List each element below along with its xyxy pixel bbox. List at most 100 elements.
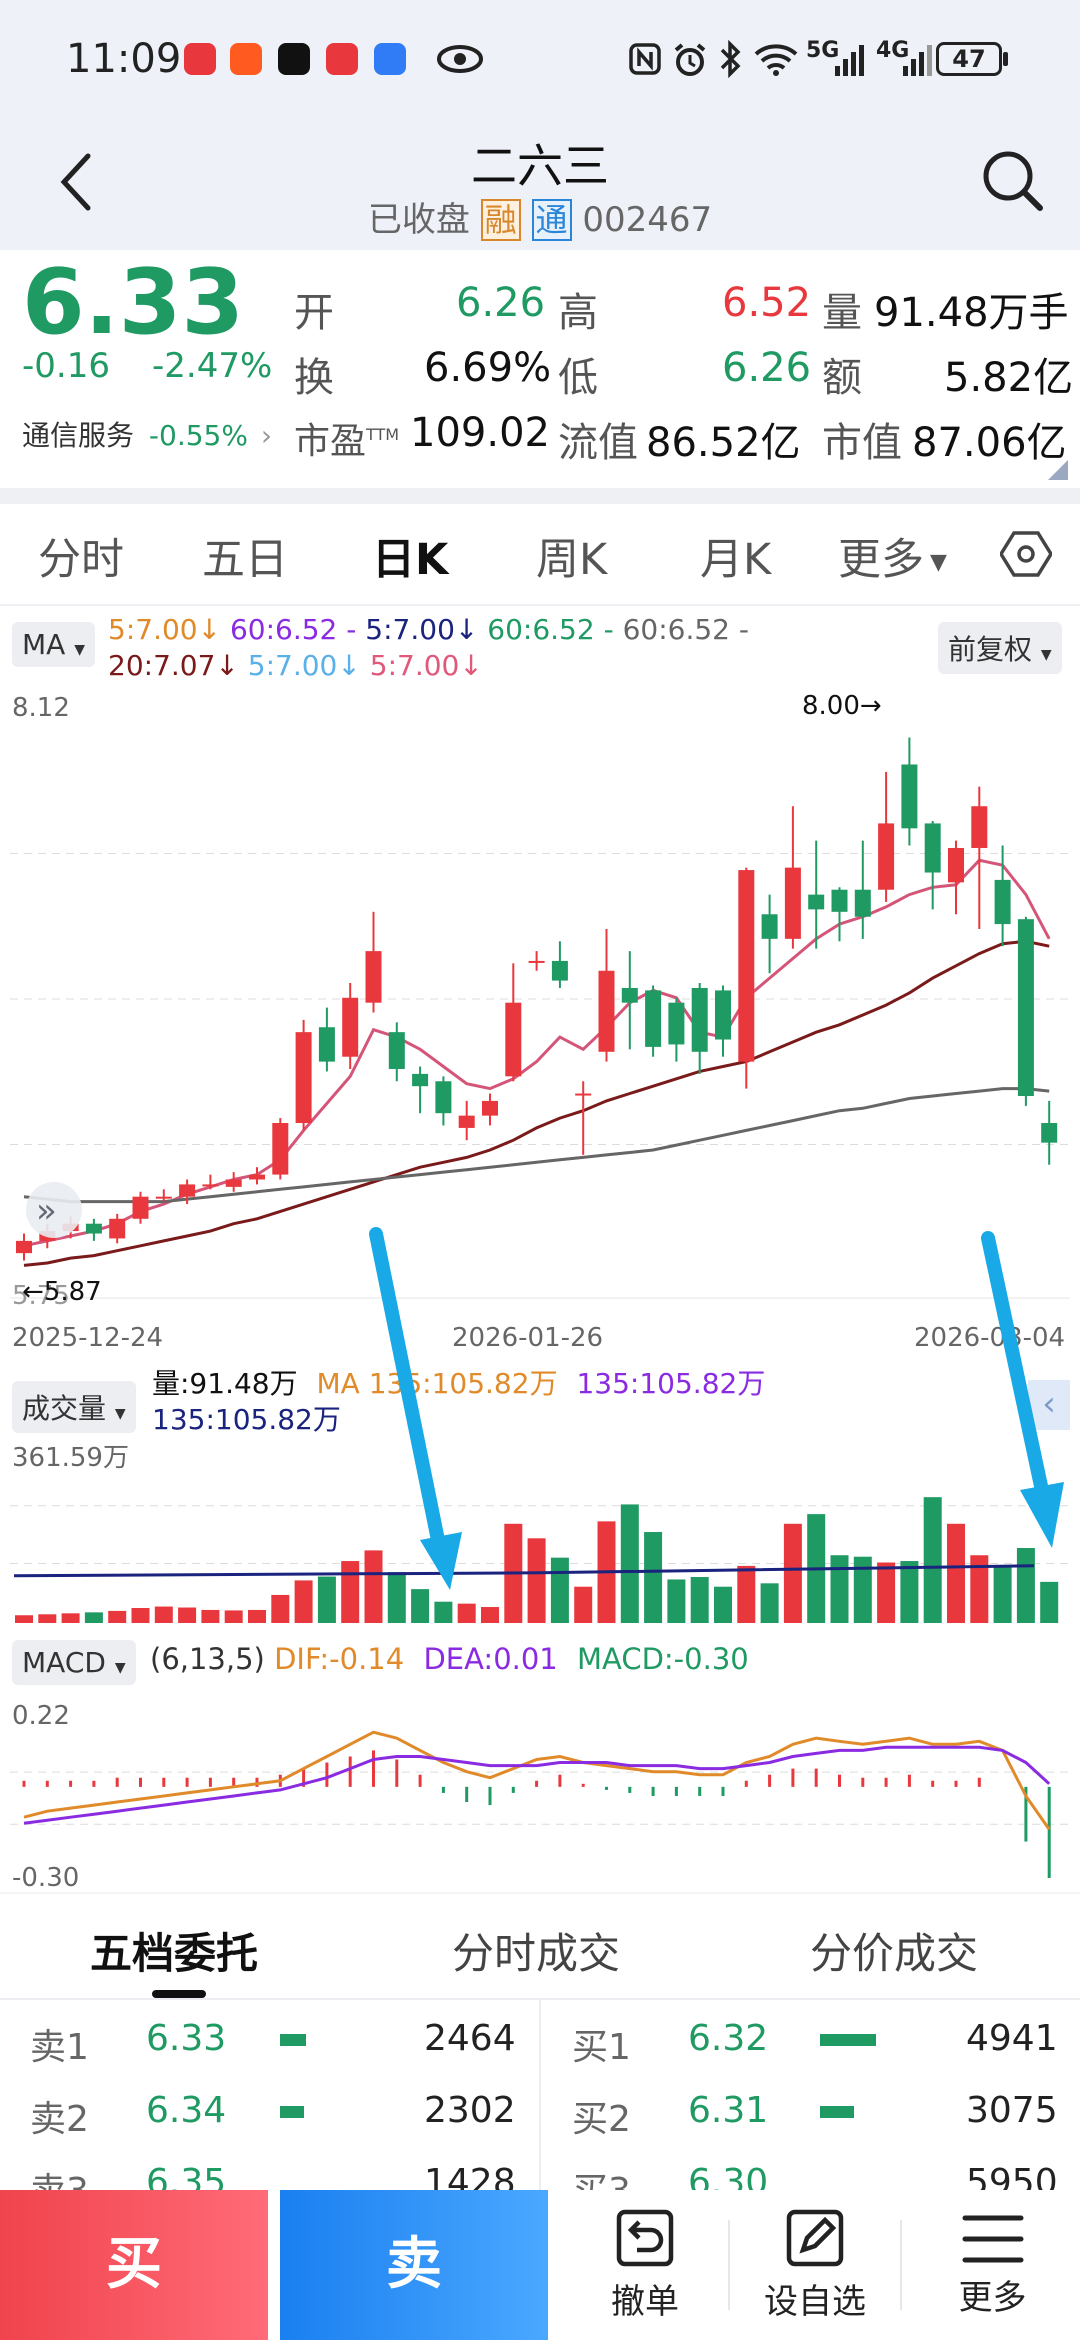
collapse-panel-button[interactable]: » [26,1182,82,1238]
candle-body [761,914,778,939]
candle [412,1066,429,1114]
volume-bar [714,1586,732,1623]
macd-dea: DEA:0.01 [423,1642,558,1676]
divider [0,488,1080,504]
volume-bar [877,1562,896,1623]
float-cap-label: 流值 [558,420,638,466]
ma-line-ma60 [23,1087,1050,1204]
candle-body [85,1223,102,1234]
candle [505,963,522,1082]
expand-side-button[interactable]: ‹ [1028,1380,1070,1430]
candle [948,840,964,915]
tab-daily-k[interactable]: 日K [372,535,449,585]
candle [16,1233,32,1261]
price-change: -0.16 [22,346,110,386]
candle-body [645,990,662,1047]
candle-body [598,970,615,1052]
candle [808,840,825,949]
volume-bar [644,1532,663,1623]
buy-button[interactable]: 买 [0,2190,268,2340]
chart-settings-icon[interactable] [1000,528,1052,580]
app-icon-tiktok [278,43,310,75]
volume-bar [923,1497,942,1623]
tab-order-book[interactable]: 五档委托 [90,1929,259,1978]
open-label: 开 [294,290,334,336]
search-icon[interactable] [980,148,1046,214]
volume-bar [364,1550,383,1623]
candle [435,1076,452,1126]
low-marker: ←5.87 [22,1277,102,1307]
signal-4g-label: 4G [876,38,910,63]
add-watchlist-button[interactable]: 设自选 [730,2190,900,2340]
volume-ma-c: 135:105.82万 [152,1403,341,1436]
adjust-selector-label: 前复权 [948,633,1033,666]
candle [1017,916,1034,1106]
pe-label-text: 市盈 [294,421,367,462]
stock-header: 二六三 已收盘 融 通 002467 [0,120,1080,250]
tab-more[interactable]: 更多 ▼ [838,525,947,587]
caret-down-icon: ▼ [74,642,85,658]
candle-body [295,1032,312,1124]
volume-bar [108,1610,127,1623]
candle [551,941,568,988]
ma-selector-label: MA [22,628,66,661]
caret-down-icon: ▼ [114,1660,126,1676]
more-label: 更多 [958,2278,1027,2318]
candle [691,983,708,1074]
candle [272,1118,289,1180]
bid-price: 6.31 [688,2090,769,2131]
back-arrow-icon[interactable] [56,150,96,214]
battery-icon: 47 [936,42,1002,76]
quote-panel: 6.33 -0.16 -2.47% 通信服务 -0.55% › 开 6.26 高… [0,250,1080,488]
eye-icon [437,45,483,73]
nfc-icon [629,43,661,75]
ask-label: 卖1 [30,2027,89,2068]
adjust-selector[interactable]: 前复权 ▼ [938,622,1062,674]
more-button[interactable]: 更多 [905,2190,1080,2340]
volume-selector[interactable]: 成交量 ▼ [12,1381,136,1433]
volume-chart[interactable]: 361.59万 [0,1440,1080,1635]
volume-bar [411,1589,430,1623]
tab-intraday[interactable]: 分时 [38,535,124,585]
candle-body [948,847,964,883]
tab-time-trades[interactable]: 分时成交 [452,1929,621,1978]
tab-weekly-k[interactable]: 周K [536,535,608,585]
candle [225,1172,242,1192]
expand-corner-icon[interactable] [1048,460,1068,480]
ma-line-ma5 [23,858,1051,1248]
sell-button[interactable]: 卖 [280,2190,548,2340]
ma-selector[interactable]: MA ▼ [12,622,95,667]
sector-link[interactable]: 通信服务 -0.55% › [22,414,272,454]
price-chart[interactable]: 8.12 8.00→ 5.75 ←5.87 2025-12-24 2026-01… [0,690,1080,1350]
bid-qty: 3075 [966,2090,1058,2131]
bid-price: 6.32 [688,2018,769,2059]
candle [155,1189,172,1202]
volume-bar [783,1523,802,1623]
annotation-arrows [369,1227,1064,1590]
volume-bar [993,1567,1012,1623]
macd-selector[interactable]: MACD ▼ [12,1640,136,1685]
volume-bar [667,1579,686,1623]
candle-body [691,987,708,1052]
cancel-order-button[interactable]: 撤单 [560,2190,730,2340]
volume-ma-b: 135:105.82万 [576,1367,766,1400]
pe-label-suffix: TTM [366,425,400,444]
volume-bar [1040,1581,1059,1623]
turnover-value: 6.69% [424,345,552,391]
ma60-value-b: 60:6.52 - [487,613,614,646]
candle-body [808,894,825,910]
macd-chart[interactable]: 0.22 -0.30 [0,1690,1080,1890]
volume-bar [248,1609,266,1623]
candle-body [901,764,918,829]
separator [900,2220,902,2310]
volume-bar [737,1565,756,1623]
candle [854,840,871,939]
chevron-right-icon: › [260,419,273,452]
candle [85,1218,102,1241]
tab-price-trades[interactable]: 分价成交 [810,1929,979,1978]
tab-five-day[interactable]: 五日 [202,535,288,585]
volume-bar [457,1603,476,1623]
order-book-divider [539,2000,541,2200]
tab-monthly-k[interactable]: 月K [700,535,772,585]
divider [0,1998,1080,2000]
